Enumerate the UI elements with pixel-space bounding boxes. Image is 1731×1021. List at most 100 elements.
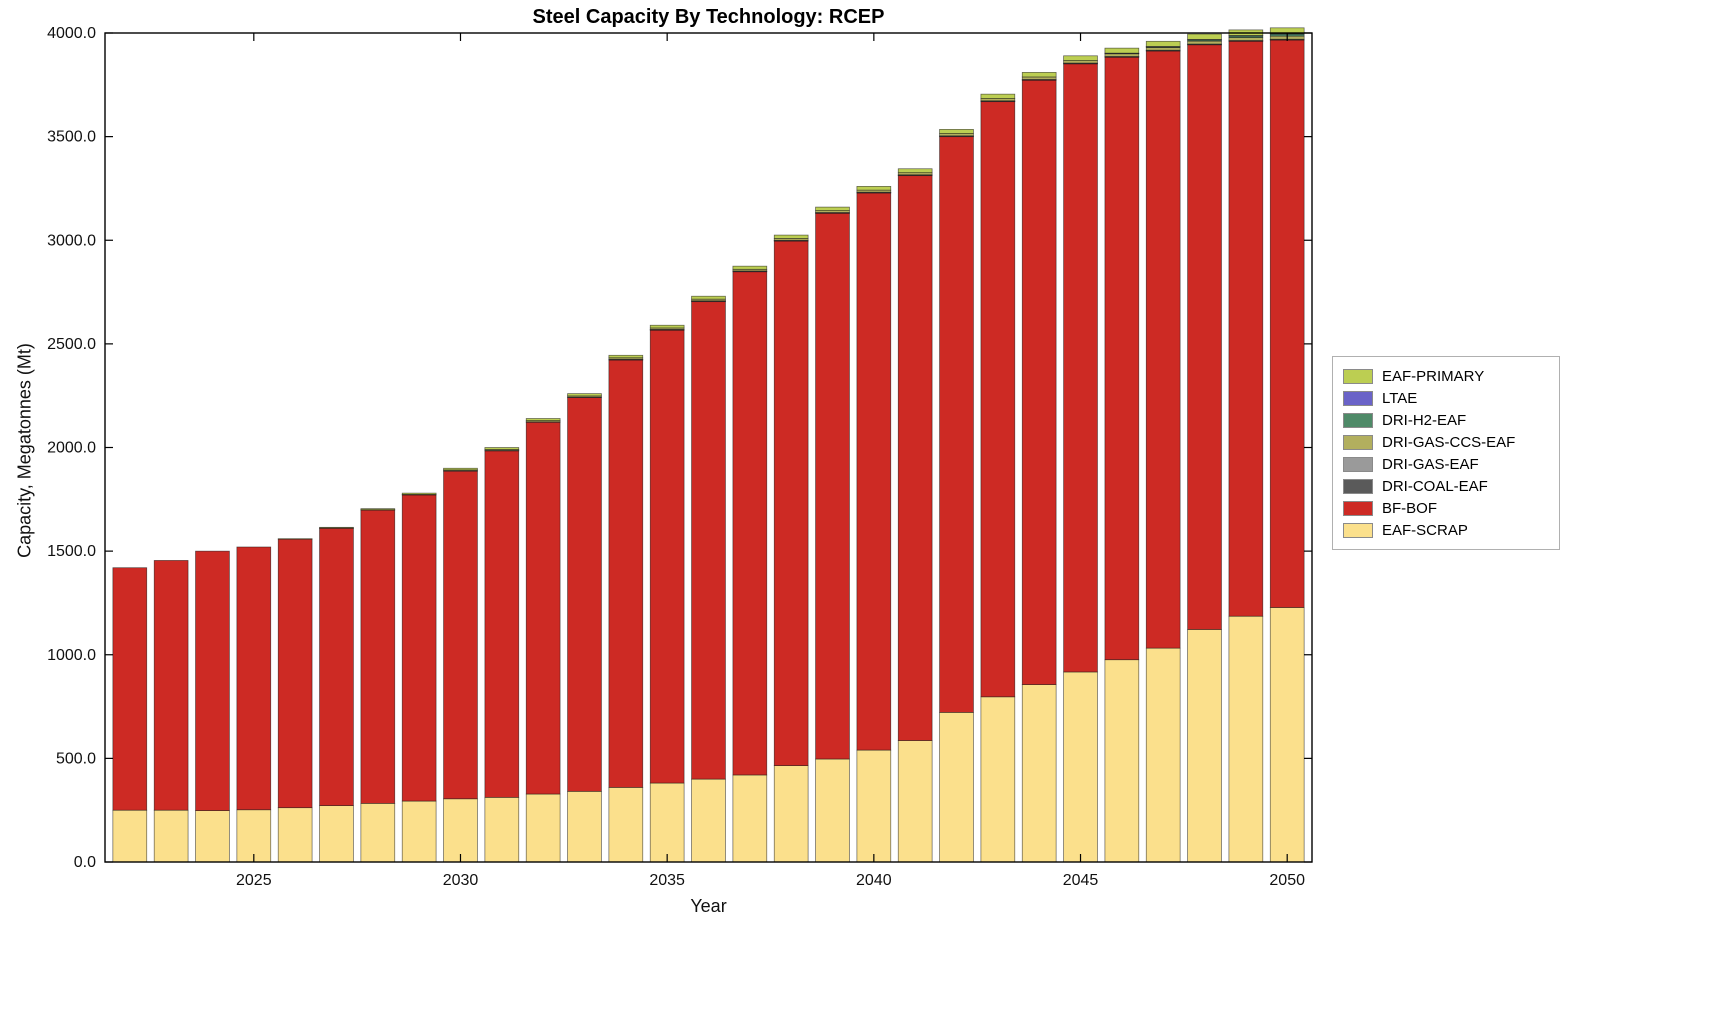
bar-segment-bf-bof-2040 xyxy=(856,192,892,751)
bar-segment-eaf-primary-2030 xyxy=(443,467,478,471)
bar-segment-bf-bof-2045 xyxy=(1063,63,1098,673)
legend-label: DRI-H2-EAF xyxy=(1382,411,1467,429)
bar-segment-eaf-scrap-2030 xyxy=(443,798,478,863)
bar-segment-dri-gas-ccs-eaf-2048 xyxy=(1187,40,1222,45)
legend-swatch-ltae xyxy=(1343,390,1373,406)
bar-segment-bf-bof-2034 xyxy=(608,359,644,788)
legend-swatch-dri-gas-eaf xyxy=(1343,456,1373,472)
bar-segment-eaf-scrap-2028 xyxy=(360,802,396,863)
bar-segment-bf-bof-2039 xyxy=(815,212,850,760)
bar-segment-dri-gas-ccs-eaf-2044 xyxy=(1021,76,1057,80)
y-tick-label: 0.0 xyxy=(74,854,96,871)
x-tick-label: 2035 xyxy=(649,872,685,889)
legend-item-eaf-scrap: EAF-SCRAP xyxy=(1343,519,1549,541)
bar-segment-eaf-primary-2045 xyxy=(1063,55,1098,61)
bar-segment-eaf-scrap-2036 xyxy=(691,778,726,863)
bar-segment-eaf-primary-2037 xyxy=(732,265,768,270)
legend-label: LTAE xyxy=(1382,389,1418,407)
bar-segment-eaf-scrap-2035 xyxy=(649,782,685,863)
y-tick-label: 1500.0 xyxy=(47,543,96,560)
legend-label: DRI-COAL-EAF xyxy=(1382,477,1488,495)
bar-segment-dri-gas-ccs-eaf-2047 xyxy=(1145,47,1181,51)
legend-swatch-eaf-primary xyxy=(1343,368,1373,384)
bar-segment-bf-bof-2024 xyxy=(195,550,230,811)
bar-segment-eaf-scrap-2040 xyxy=(856,749,892,863)
bar-segment-bf-bof-2032 xyxy=(525,421,561,795)
bar-segment-bf-bof-2049 xyxy=(1228,40,1264,617)
bar-segment-bf-bof-2043 xyxy=(980,101,1016,698)
bar-segment-bf-bof-2030 xyxy=(443,470,478,800)
legend-item-dri-coal-eaf: DRI-COAL-EAF xyxy=(1343,475,1549,497)
bar-segment-eaf-primary-2046 xyxy=(1104,47,1140,54)
bar-segment-bf-bof-2042 xyxy=(939,136,974,713)
y-tick-label: 2000.0 xyxy=(47,440,96,457)
bar-segment-eaf-primary-2027 xyxy=(319,526,354,529)
y-tick-label: 1000.0 xyxy=(47,647,96,664)
bar-segment-eaf-primary-2038 xyxy=(773,234,809,239)
bar-segment-eaf-scrap-2033 xyxy=(567,790,602,863)
bar-segment-bf-bof-2041 xyxy=(897,175,933,741)
bar-segment-eaf-primary-2033 xyxy=(567,393,602,397)
bar-segment-eaf-scrap-2042 xyxy=(939,712,974,863)
bar-segment-bf-bof-2029 xyxy=(401,494,437,802)
bar-segment-bf-bof-2050 xyxy=(1269,39,1305,608)
bar-segment-bf-bof-2046 xyxy=(1104,56,1140,661)
bar-segment-eaf-primary-2041 xyxy=(897,168,933,174)
y-tick-label: 500.0 xyxy=(56,750,96,767)
bar-segment-bf-bof-2027 xyxy=(319,527,354,806)
y-tick-label: 2500.0 xyxy=(47,336,96,353)
bar-segment-eaf-primary-2047 xyxy=(1145,40,1181,47)
bar-segment-bf-bof-2038 xyxy=(773,240,809,766)
bar-segment-eaf-scrap-2041 xyxy=(897,740,933,863)
bar-segment-bf-bof-2025 xyxy=(236,546,272,811)
bar-segment-eaf-scrap-2034 xyxy=(608,787,644,863)
x-tick-label: 2025 xyxy=(236,872,272,889)
bar-segment-eaf-scrap-2022 xyxy=(112,809,148,863)
legend-item-dri-h2-eaf: DRI-H2-EAF xyxy=(1343,409,1549,431)
bar-segment-eaf-scrap-2026 xyxy=(277,807,313,863)
y-tick-label: 3000.0 xyxy=(47,232,96,249)
bar-segment-bf-bof-2026 xyxy=(277,538,313,809)
x-tick-label: 2045 xyxy=(1063,872,1099,889)
bar-segment-bf-bof-2037 xyxy=(732,271,768,776)
bar-segment-eaf-primary-2039 xyxy=(815,206,850,211)
bar-segment-eaf-primary-2032 xyxy=(525,418,561,421)
bar-segment-eaf-primary-2034 xyxy=(608,354,644,359)
bar-segment-eaf-primary-2031 xyxy=(484,447,520,450)
bar-segment-eaf-scrap-2037 xyxy=(732,774,768,863)
bar-segment-dri-gas-ccs-eaf-2045 xyxy=(1063,60,1098,64)
bar-segment-bf-bof-2044 xyxy=(1021,79,1057,685)
bar-segment-eaf-primary-2048 xyxy=(1187,33,1222,40)
bar-segment-eaf-scrap-2023 xyxy=(153,809,189,863)
legend-swatch-dri-h2-eaf xyxy=(1343,412,1373,428)
bar-segment-eaf-scrap-2039 xyxy=(815,758,850,863)
legend-item-bf-bof: BF-BOF xyxy=(1343,497,1549,519)
y-tick-label: 4000.0 xyxy=(47,25,96,42)
bar-segment-eaf-scrap-2024 xyxy=(195,810,230,863)
bar-segment-eaf-scrap-2045 xyxy=(1063,671,1098,863)
bar-segment-eaf-scrap-2031 xyxy=(484,796,520,863)
bar-segment-eaf-scrap-2038 xyxy=(773,765,809,863)
bar-segment-eaf-scrap-2032 xyxy=(525,793,561,863)
legend-label: DRI-GAS-EAF xyxy=(1382,455,1479,473)
legend-swatch-dri-gas-ccs-eaf xyxy=(1343,434,1373,450)
y-tick-label: 3500.0 xyxy=(47,129,96,146)
bar-segment-eaf-primary-2035 xyxy=(649,324,685,329)
bar-segment-eaf-primary-2044 xyxy=(1021,72,1057,78)
bar-segment-eaf-scrap-2027 xyxy=(319,805,354,863)
legend-label: EAF-PRIMARY xyxy=(1382,367,1485,385)
legend-item-ltae: LTAE xyxy=(1343,387,1549,409)
bar-segment-bf-bof-2047 xyxy=(1145,50,1181,649)
bar-segment-eaf-scrap-2044 xyxy=(1021,684,1057,863)
bar-segment-eaf-scrap-2046 xyxy=(1104,659,1140,863)
legend-swatch-dri-coal-eaf xyxy=(1343,478,1373,494)
bar-segment-eaf-scrap-2029 xyxy=(401,800,437,863)
bar-segment-bf-bof-2028 xyxy=(360,509,396,804)
bar-segment-eaf-primary-2029 xyxy=(401,492,437,495)
legend-label: EAF-SCRAP xyxy=(1382,521,1468,539)
chart-title: Steel Capacity By Technology: RCEP xyxy=(532,6,885,28)
legend-swatch-bf-bof xyxy=(1343,500,1373,516)
legend-item-eaf-primary: EAF-PRIMARY xyxy=(1343,365,1549,387)
bar-segment-eaf-primary-2026 xyxy=(277,538,313,540)
